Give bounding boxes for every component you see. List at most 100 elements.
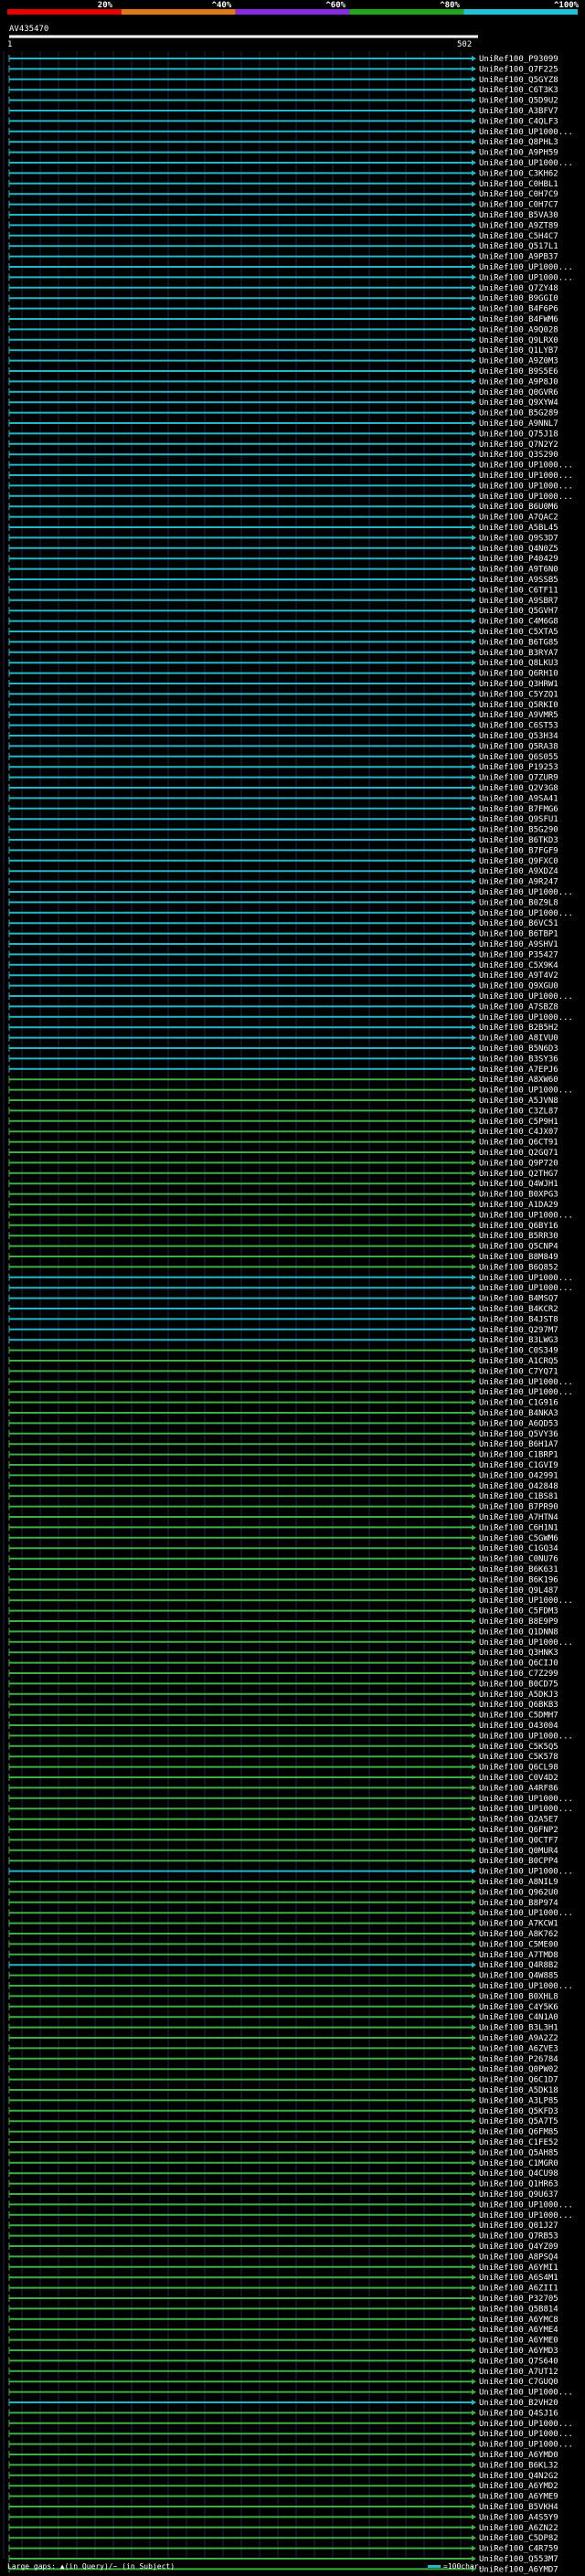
- hit-label[interactable]: UniRef100_Q8LKU3: [479, 659, 558, 668]
- hit-label[interactable]: UniRef100_Q962U0: [479, 1888, 558, 1897]
- hit-label[interactable]: UniRef100_UP1000...: [479, 2420, 573, 2429]
- hit-label[interactable]: UniRef100_C5FDM3: [479, 1607, 558, 1617]
- hit-label[interactable]: UniRef100_A7HTN4: [479, 1513, 558, 1522]
- hit-label[interactable]: UniRef100_A7EPJ6: [479, 1065, 558, 1075]
- hit-label[interactable]: UniRef100_A9ZT89: [479, 221, 558, 230]
- hit-label[interactable]: UniRef100_UP1000...: [479, 888, 573, 897]
- hit-label[interactable]: UniRef100_C6TF11: [479, 586, 558, 595]
- hit-label[interactable]: UniRef100_Q2V3G8: [479, 784, 558, 793]
- hit-label[interactable]: UniRef100_Q5RA38: [479, 742, 558, 751]
- hit-label[interactable]: UniRef100_B5VA30: [479, 211, 558, 220]
- hit-label[interactable]: UniRef100_Q9FXC0: [479, 857, 558, 866]
- hit-label[interactable]: UniRef100_C5ME00: [479, 1940, 558, 1949]
- hit-label[interactable]: UniRef100_A5BL45: [479, 524, 558, 533]
- hit-label[interactable]: UniRef100_A7SBZ8: [479, 1002, 558, 1012]
- hit-label[interactable]: UniRef100_P26784: [479, 2055, 558, 2064]
- hit-label[interactable]: UniRef100_C6H1N1: [479, 1523, 558, 1532]
- hit-label[interactable]: UniRef100_A6YMD0: [479, 2451, 558, 2460]
- hit-label[interactable]: UniRef100_C1G916: [479, 1399, 558, 1408]
- hit-label[interactable]: UniRef100_Q9LRX0: [479, 336, 558, 345]
- hit-label[interactable]: UniRef100_Q5GVH7: [479, 607, 558, 616]
- hit-label[interactable]: UniRef100_A9SSB5: [479, 576, 558, 585]
- hit-label[interactable]: UniRef100_B2B5H2: [479, 1023, 558, 1033]
- hit-label[interactable]: UniRef100_C7GUQ0: [479, 2378, 558, 2387]
- hit-label[interactable]: UniRef100_C0S349: [479, 1347, 558, 1356]
- hit-label[interactable]: UniRef100_A6S4M1: [479, 2274, 558, 2283]
- hit-label[interactable]: UniRef100_B6H1A7: [479, 1440, 558, 1449]
- hit-label[interactable]: UniRef100_B8E9P9: [479, 1617, 558, 1627]
- hit-label[interactable]: UniRef100_B4KCR2: [479, 1305, 558, 1314]
- hit-label[interactable]: UniRef100_Q1LYB7: [479, 346, 558, 355]
- hit-label[interactable]: UniRef100_B7FMG6: [479, 805, 558, 814]
- hit-label[interactable]: UniRef100_C4M6G8: [479, 618, 558, 627]
- hit-label[interactable]: UniRef100_B8P974: [479, 1899, 558, 1908]
- hit-label[interactable]: UniRef100_Q9XYW4: [479, 398, 558, 408]
- hit-label[interactable]: UniRef100_Q7F225: [479, 65, 558, 74]
- hit-label[interactable]: UniRef100_C5DMH7: [479, 1712, 558, 1721]
- hit-label[interactable]: UniRef100_UP1000...: [479, 1805, 573, 1814]
- hit-label[interactable]: UniRef100_A3LP85: [479, 2096, 558, 2105]
- hit-label[interactable]: UniRef100_B5G290: [479, 826, 558, 835]
- hit-label[interactable]: UniRef100_UP1000...: [479, 1284, 573, 1293]
- hit-label[interactable]: UniRef100_B4MSQ7: [479, 1295, 558, 1304]
- hit-label[interactable]: UniRef100_A6YME9: [479, 2493, 558, 2502]
- hit-label[interactable]: UniRef100_B3LWG3: [479, 1336, 558, 1345]
- hit-label[interactable]: UniRef100_UP1000...: [479, 273, 573, 282]
- hit-label[interactable]: UniRef100_Q5B814: [479, 2305, 558, 2314]
- hit-label[interactable]: UniRef100_UP1000...: [479, 461, 573, 471]
- hit-label[interactable]: UniRef100_B5N6D3: [479, 1044, 558, 1054]
- hit-label[interactable]: UniRef100_A9P8J0: [479, 377, 558, 387]
- hit-label[interactable]: UniRef100_A3BFV7: [479, 107, 558, 116]
- hit-label[interactable]: UniRef100_Q5VY36: [479, 1430, 558, 1439]
- hit-label[interactable]: UniRef100_A1DA29: [479, 1201, 558, 1210]
- hit-label[interactable]: UniRef100_B4F6P6: [479, 305, 558, 314]
- hit-label[interactable]: UniRef100_Q7ZY48: [479, 284, 558, 293]
- hit-label[interactable]: UniRef100_Q9XGU0: [479, 982, 558, 991]
- hit-label[interactable]: UniRef100_A9R247: [479, 878, 558, 887]
- hit-label[interactable]: UniRef100_A9NNL7: [479, 419, 558, 429]
- hit-label[interactable]: UniRef100_B6TBP1: [479, 930, 558, 939]
- hit-label[interactable]: UniRef100_UP1000...: [479, 472, 573, 481]
- hit-label[interactable]: UniRef100_Q4N2G2: [479, 2472, 558, 2481]
- hit-label[interactable]: UniRef100_B2VH20: [479, 2399, 558, 2408]
- hit-label[interactable]: UniRef100_UP1000...: [479, 482, 573, 491]
- hit-label[interactable]: UniRef100_A9SBR7: [479, 597, 558, 606]
- hit-label[interactable]: UniRef100_C3KH62: [479, 169, 558, 178]
- hit-label[interactable]: UniRef100_A9T6N0: [479, 566, 558, 575]
- hit-label[interactable]: UniRef100_A6YME0: [479, 2337, 558, 2346]
- hit-label[interactable]: UniRef100_Q4W885: [479, 1972, 558, 1981]
- hit-label[interactable]: UniRef100_B0Z9L8: [479, 898, 558, 907]
- hit-label[interactable]: UniRef100_UP1000...: [479, 1378, 573, 1387]
- hit-label[interactable]: UniRef100_Q5A7T5: [479, 2117, 558, 2126]
- hit-label[interactable]: UniRef100_B5RR30: [479, 1232, 558, 1241]
- hit-label[interactable]: UniRef100_P19253: [479, 763, 558, 772]
- hit-label[interactable]: UniRef100_A6YMC8: [479, 2316, 558, 2325]
- hit-label[interactable]: UniRef100_C5K578: [479, 1753, 558, 1762]
- hit-label[interactable]: UniRef100_Q53H34: [479, 732, 558, 741]
- hit-label[interactable]: UniRef100_UP1000...: [479, 128, 573, 137]
- hit-label[interactable]: UniRef100_A6YMD7: [479, 2565, 558, 2574]
- hit-label[interactable]: UniRef100_Q6CL98: [479, 1764, 558, 1773]
- hit-label[interactable]: UniRef100_Q0MUR4: [479, 1847, 558, 1856]
- hit-label[interactable]: UniRef100_A5DK18: [479, 2086, 558, 2095]
- hit-label[interactable]: UniRef100_Q2GQ71: [479, 1149, 558, 1158]
- hit-label[interactable]: UniRef100_P40429: [479, 555, 558, 564]
- hit-label[interactable]: UniRef100_B0XHL8: [479, 1992, 558, 2001]
- hit-label[interactable]: UniRef100_Q5D9U2: [479, 97, 558, 106]
- hit-label[interactable]: UniRef100_B3RYA7: [479, 649, 558, 658]
- hit-label[interactable]: UniRef100_Q7ZUR9: [479, 774, 558, 783]
- hit-label[interactable]: UniRef100_C1FE52: [479, 2138, 558, 2147]
- hit-label[interactable]: UniRef100_Q6CT91: [479, 1139, 558, 1148]
- hit-label[interactable]: UniRef100_B6TG85: [479, 638, 558, 647]
- hit-label[interactable]: UniRef100_C7YQ71: [479, 1367, 558, 1376]
- hit-label[interactable]: UniRef100_A6YMD3: [479, 2347, 558, 2356]
- hit-label[interactable]: UniRef100_Q9P720: [479, 1159, 558, 1168]
- hit-label[interactable]: UniRef100_UP1000...: [479, 263, 573, 272]
- hit-label[interactable]: UniRef100_A6QD53: [479, 1419, 558, 1428]
- hit-label[interactable]: UniRef100_O42848: [479, 1482, 558, 1491]
- hit-label[interactable]: UniRef100_B9GGI0: [479, 294, 558, 303]
- hit-label[interactable]: UniRef100_UP1000...: [479, 992, 573, 1002]
- hit-label[interactable]: UniRef100_Q75J18: [479, 429, 558, 439]
- hit-label[interactable]: UniRef100_C1BS81: [479, 1492, 558, 1501]
- hit-label[interactable]: UniRef100_C0NU76: [479, 1555, 558, 1564]
